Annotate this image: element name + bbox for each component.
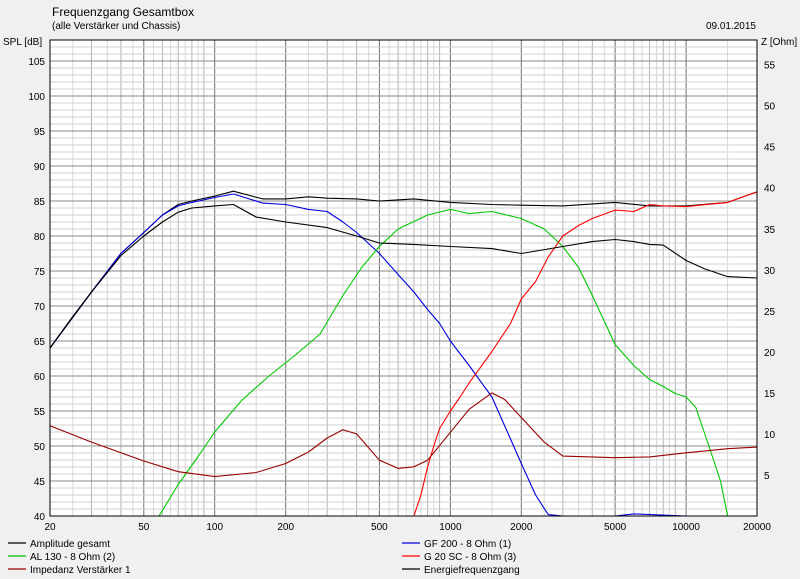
y-tick-label-left: 75 <box>34 267 46 278</box>
y-tick-label-right: 40 <box>764 184 776 195</box>
y-tick-label-right: 55 <box>764 61 776 72</box>
y-tick-label-left: 105 <box>28 57 45 68</box>
tick-labels: 20 50 100 200 500 1000 2000 5000 10000 20000 40 45 5… <box>28 57 775 533</box>
series-curves <box>49 190 758 517</box>
x-tick-label: 50 <box>138 522 150 533</box>
y-tick-label-left: 90 <box>34 162 46 173</box>
x-tick-label: 1000 <box>439 522 462 533</box>
y-tick-label-right: 20 <box>764 348 776 359</box>
y-tick-label-left: 60 <box>34 372 46 383</box>
series-line-2 <box>49 193 757 517</box>
legend-label: Impedanz Verstärker 1 <box>30 565 131 576</box>
legend-label: AL 130 - 8 Ohm (2) <box>30 552 115 563</box>
y-tick-label-right: 50 <box>764 102 776 113</box>
y-tick-label-right: 5 <box>764 471 770 482</box>
series-line-6 <box>49 203 758 349</box>
y-tick-label-left: 80 <box>34 232 46 243</box>
y-tick-label-left: 40 <box>34 512 46 523</box>
y-tick-label-left: 50 <box>34 442 46 453</box>
x-tick-label: 200 <box>277 522 294 533</box>
y-tick-label-right: 10 <box>764 430 776 441</box>
chart-title: Frequenzgang Gesamtbox <box>52 5 195 19</box>
y-tick-label-left: 45 <box>34 477 46 488</box>
y-tick-label-left: 95 <box>34 127 46 138</box>
y-tick-label-left: 70 <box>34 302 46 313</box>
y-tick-label-right: 25 <box>764 307 776 318</box>
x-tick-label: 2000 <box>510 522 533 533</box>
x-tick-label: 5000 <box>604 522 627 533</box>
y-tick-label-left: 85 <box>34 197 46 208</box>
y-tick-label-left: 100 <box>28 92 45 103</box>
chart-subtitle: (alle Verstärker und Chassis) <box>52 21 181 32</box>
y-tick-label-left: 65 <box>34 337 46 348</box>
legend-label: Amplitude gesamt <box>30 539 110 550</box>
legend-label: GF 200 - 8 Ohm (1) <box>424 539 511 550</box>
legend-label: G 20 SC - 8 Ohm (3) <box>424 552 516 563</box>
y-axis-label-right: Z [Ohm] <box>761 37 798 48</box>
chart-date: 09.01.2015 <box>705 21 756 32</box>
y-tick-label-right: 30 <box>764 266 776 277</box>
y-axis-label-left: SPL [dB] <box>3 37 43 48</box>
series-line-5 <box>49 392 758 478</box>
y-tick-label-left: 55 <box>34 407 46 418</box>
y-tick-label-right: 15 <box>764 389 776 400</box>
grid <box>49 39 758 517</box>
plot-frame <box>49 39 758 517</box>
y-tick-label-right: 45 <box>764 143 776 154</box>
series-line-3 <box>50 208 757 517</box>
x-tick-label: 100 <box>206 522 223 533</box>
x-tick-label: 20000 <box>743 522 771 533</box>
legend: Amplitude gesamt GF 200 - 8 Ohm (1) AL 130… <box>8 539 520 576</box>
series-line-4 <box>50 191 758 517</box>
plot-border <box>49 39 758 517</box>
x-tick-label: 10000 <box>672 522 700 533</box>
x-tick-label: 500 <box>371 522 388 533</box>
y-tick-label-right: 35 <box>764 225 776 236</box>
legend-label: Energiefrequenzgang <box>424 565 520 576</box>
x-tick-label: 20 <box>44 522 56 533</box>
